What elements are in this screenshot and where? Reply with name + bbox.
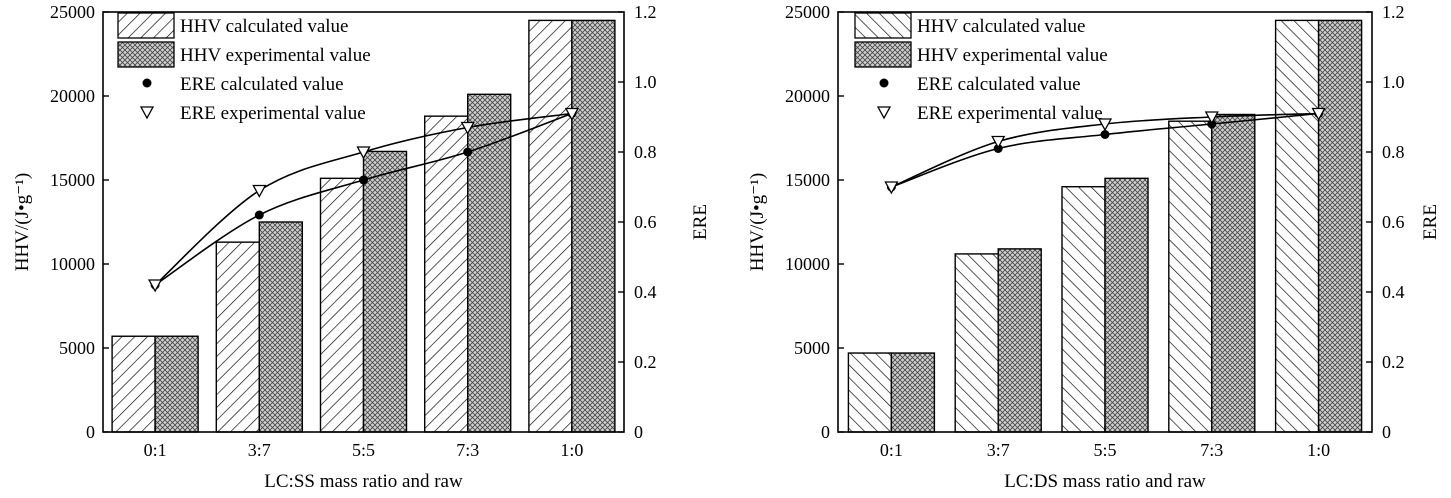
- y-tick-label: 10000: [785, 254, 830, 274]
- bar-hhv-calculated: [1168, 120, 1213, 433]
- x-tick-label: 7:3: [1200, 440, 1223, 460]
- y2-axis-label: ERE: [690, 204, 711, 240]
- x-tick-label: 1:0: [1307, 440, 1330, 460]
- bar-hhv-calculated: [424, 115, 469, 433]
- point-ere-experimental: [564, 107, 579, 121]
- y-tick-label: 0: [821, 422, 830, 442]
- chart-panel-1: 0 5000 10000 15000 20000 25000 0 0.2 0.4 0.6 0.8 1.…: [12, 2, 711, 492]
- y-tick-label: 0: [86, 422, 95, 442]
- legend-hhv-calculated-label: HHV calculated value: [180, 16, 348, 37]
- legend-hhv-calculated-swatch: [117, 12, 175, 39]
- bar-hhv-experimental: [467, 93, 512, 433]
- x-tick-label: 3:7: [987, 440, 1010, 460]
- point-ere-experimental: [148, 279, 163, 293]
- legend: HHV calculated value HHV experimental val…: [854, 12, 1108, 124]
- bar-hhv-experimental: [997, 248, 1042, 433]
- y-tick-label: 20000: [785, 86, 830, 106]
- legend-ere-calculated-label: ERE calculated value: [180, 74, 344, 95]
- y2-axis-label: ERE: [1420, 204, 1441, 240]
- y2-tick-label: 1.2: [1382, 2, 1405, 22]
- y-tick-label: 5000: [794, 338, 830, 358]
- bar-hhv-experimental: [1104, 177, 1149, 433]
- y-tick-label: 10000: [50, 254, 95, 274]
- y2-tick-label: 0.6: [1382, 212, 1405, 232]
- point-ere-experimental: [1097, 118, 1113, 132]
- point-ere-experimental: [1311, 107, 1326, 121]
- y-tick-label: 20000: [50, 86, 95, 106]
- legend: HHV calculated value HHV experimental val…: [117, 12, 371, 124]
- y2-tick-label: 1.2: [634, 2, 657, 22]
- legend-ere-experimental-marker: [876, 106, 892, 120]
- bar-hhv-calculated: [847, 352, 893, 433]
- y2-tick-label: 0.4: [1382, 282, 1405, 302]
- legend-ere-experimental-label: ERE experimental value: [180, 103, 366, 124]
- y2-tick-label: 0: [634, 422, 643, 442]
- point-ere-experimental: [991, 135, 1006, 149]
- bar-hhv-experimental: [890, 352, 936, 433]
- x-tick-label: 5:5: [352, 440, 375, 460]
- y-tick-label: 15000: [50, 170, 95, 190]
- chart-panel-2: 0 5000 10000 15000 20000 25000 0 0.2 0.4 0.6 0.8 1.…: [747, 2, 1441, 492]
- bar-hhv-experimental: [362, 150, 408, 433]
- legend-hhv-calculated-swatch: [854, 12, 912, 39]
- bar-hhv-calculated: [1274, 19, 1320, 433]
- legend-hhv-experimental-label: HHV experimental value: [180, 45, 371, 66]
- x-tick-label: 1:0: [560, 440, 583, 460]
- point-ere-experimental: [884, 181, 899, 195]
- x-tick-label: 0:1: [880, 440, 903, 460]
- x-axis-label: LC:SS mass ratio and raw: [264, 471, 463, 492]
- legend-hhv-experimental-swatch: [117, 41, 175, 68]
- y2-tick-label: 1.0: [634, 72, 657, 92]
- point-ere-experimental: [1204, 111, 1219, 125]
- point-ere-experimental: [460, 121, 475, 135]
- bar-hhv-calculated: [528, 19, 573, 433]
- legend-hhv-experimental-swatch: [854, 41, 912, 68]
- bar-hhv-calculated: [111, 335, 156, 433]
- point-ere-calculated: [254, 210, 264, 220]
- bar-hhv-calculated: [1061, 186, 1106, 433]
- legend-ere-experimental-marker: [139, 106, 155, 120]
- point-ere-calculated: [463, 147, 473, 157]
- bar-hhv-experimental: [571, 19, 616, 433]
- legend-hhv-calculated-label: HHV calculated value: [917, 16, 1085, 37]
- point-ere-experimental: [356, 146, 371, 160]
- y2-tick-label: 0.2: [1382, 352, 1405, 372]
- x-tick-label: 5:5: [1093, 440, 1116, 460]
- bar-hhv-experimental: [1211, 113, 1256, 433]
- y-tick-label: 25000: [50, 2, 95, 22]
- y2-tick-label: 1.0: [1382, 72, 1405, 92]
- bar-hhv-experimental: [154, 335, 199, 433]
- point-ere-calculated: [359, 175, 368, 185]
- y-tick-label: 15000: [785, 170, 830, 190]
- y2-tick-label: 0.8: [1382, 142, 1405, 162]
- x-axis-label: LC:DS mass ratio and raw: [1004, 471, 1206, 492]
- bar-hhv-calculated: [954, 253, 999, 433]
- y2-tick-label: 0.8: [634, 142, 657, 162]
- x-tick-label: 3:7: [248, 440, 271, 460]
- y2-tick-label: 0: [1382, 422, 1391, 442]
- point-ere-calculated: [1100, 130, 1110, 139]
- legend-hhv-experimental-label: HHV experimental value: [917, 45, 1108, 66]
- bar-hhv-calculated: [215, 241, 261, 433]
- legend-ere-experimental-label: ERE experimental value: [917, 103, 1103, 124]
- legend-ere-calculated-marker: [879, 78, 889, 88]
- bar-hhv-calculated: [319, 177, 365, 433]
- x-tick-label: 7:3: [456, 440, 479, 460]
- y2-tick-label: 0.4: [634, 282, 657, 302]
- y-tick-label: 25000: [785, 2, 830, 22]
- y-axis-label: HHV/(J•g⁻¹): [747, 173, 768, 271]
- x-tick-label: 0:1: [144, 440, 167, 460]
- y-tick-label: 5000: [59, 338, 95, 358]
- y2-tick-label: 0.2: [634, 352, 657, 372]
- point-ere-experimental: [252, 184, 267, 198]
- bar-hhv-experimental: [258, 221, 303, 433]
- y-axis-label: HHV/(J•g⁻¹): [12, 173, 33, 271]
- legend-ere-calculated-label: ERE calculated value: [917, 74, 1081, 95]
- bar-hhv-experimental: [1317, 19, 1363, 433]
- y2-tick-label: 0.6: [634, 212, 657, 232]
- legend-ere-calculated-marker: [142, 78, 152, 88]
